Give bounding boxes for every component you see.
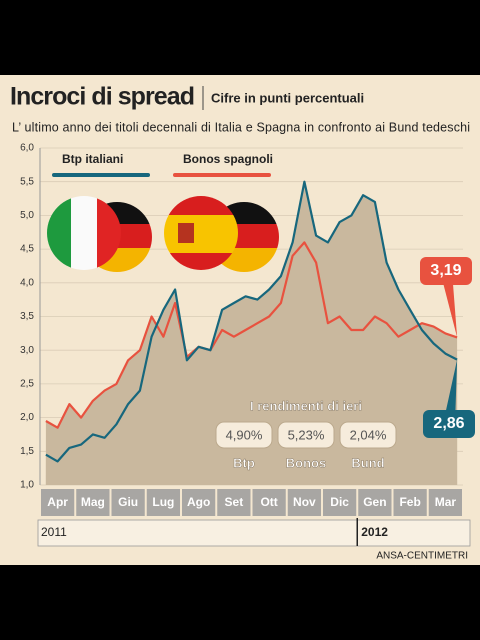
chart-title: Incroci di spread <box>10 83 195 111</box>
data-label: 3,19 <box>430 262 461 279</box>
line <box>45 241 458 429</box>
yield-name: Bund <box>351 455 384 470</box>
unit-label: Cifre in punti percentuali <box>211 90 364 105</box>
year-label: 2012 <box>361 525 388 539</box>
month-box <box>146 489 180 516</box>
yield-value: 4,90% <box>226 427 263 442</box>
month-box <box>41 489 75 516</box>
yield-box <box>339 421 397 449</box>
x-tick-label: Mag <box>81 495 105 509</box>
x-tick-label: Mar <box>435 495 457 509</box>
month-box <box>217 489 251 516</box>
y-tick-label: 3,5 <box>20 311 34 322</box>
legend-label: Bonos spagnoli <box>183 152 273 166</box>
x-tick-label: Set <box>225 495 244 509</box>
y-tick-label: 4,5 <box>20 244 34 255</box>
month-box <box>182 489 216 516</box>
yield-value: 2,04% <box>350 427 387 442</box>
callout-box <box>423 410 475 438</box>
yield-box <box>215 421 273 449</box>
legend-label: Btp italiani <box>62 152 123 166</box>
y-tick-label: 1,0 <box>20 480 34 491</box>
x-tick-label: Feb <box>399 495 420 509</box>
month-box <box>428 489 462 516</box>
y-tick-label: 6,0 <box>20 143 34 154</box>
x-tick-label: Ott <box>260 495 277 509</box>
x-tick-label: Gen <box>363 495 386 509</box>
y-tick-label: 5,0 <box>20 210 34 221</box>
x-tick-label: Apr <box>47 495 68 509</box>
yield-box <box>277 421 335 449</box>
yield-name: Btp <box>233 455 255 470</box>
month-box <box>252 489 286 516</box>
x-tick-label: Lug <box>152 495 174 509</box>
yields-title: I rendimenti di ieri <box>250 398 362 413</box>
x-tick-label: Giu <box>118 495 138 509</box>
month-box <box>287 489 321 516</box>
month-box <box>76 489 110 516</box>
yield-name: Bonos <box>286 455 326 470</box>
month-box <box>323 489 357 516</box>
yield-value: 5,23% <box>288 427 325 442</box>
x-tick-label: Dic <box>330 495 349 509</box>
month-box <box>111 489 145 516</box>
line <box>45 180 458 463</box>
y-tick-label: 4,0 <box>20 277 34 288</box>
y-tick-label: 3,0 <box>20 345 34 356</box>
year-row <box>37 519 471 547</box>
y-tick-label: 5,5 <box>20 176 34 187</box>
callout-pointer <box>443 359 458 424</box>
year-label: 2011 <box>41 525 67 539</box>
y-tick-label: 2,5 <box>20 379 34 390</box>
y-tick-label: 2,0 <box>20 412 34 423</box>
data-label: 2,86 <box>433 415 464 432</box>
y-tick-label: 1,5 <box>20 446 34 457</box>
plot: 1,0 1,5 2,0 2,5 3,0 3,5 4,0 4,5 5,0 5,5 6,0 Apr Mag G… <box>20 143 475 562</box>
callout-box <box>420 257 472 285</box>
month-box <box>358 489 392 516</box>
callout-pointer <box>440 271 458 338</box>
source: ANSA-CENTIMETRI <box>376 551 468 562</box>
month-box <box>393 489 427 516</box>
subtitle: L’ ultimo anno dei titoli decennali di I… <box>12 120 470 134</box>
x-tick-label: Nov <box>293 495 316 509</box>
x-tick-label: Ago <box>187 495 210 509</box>
